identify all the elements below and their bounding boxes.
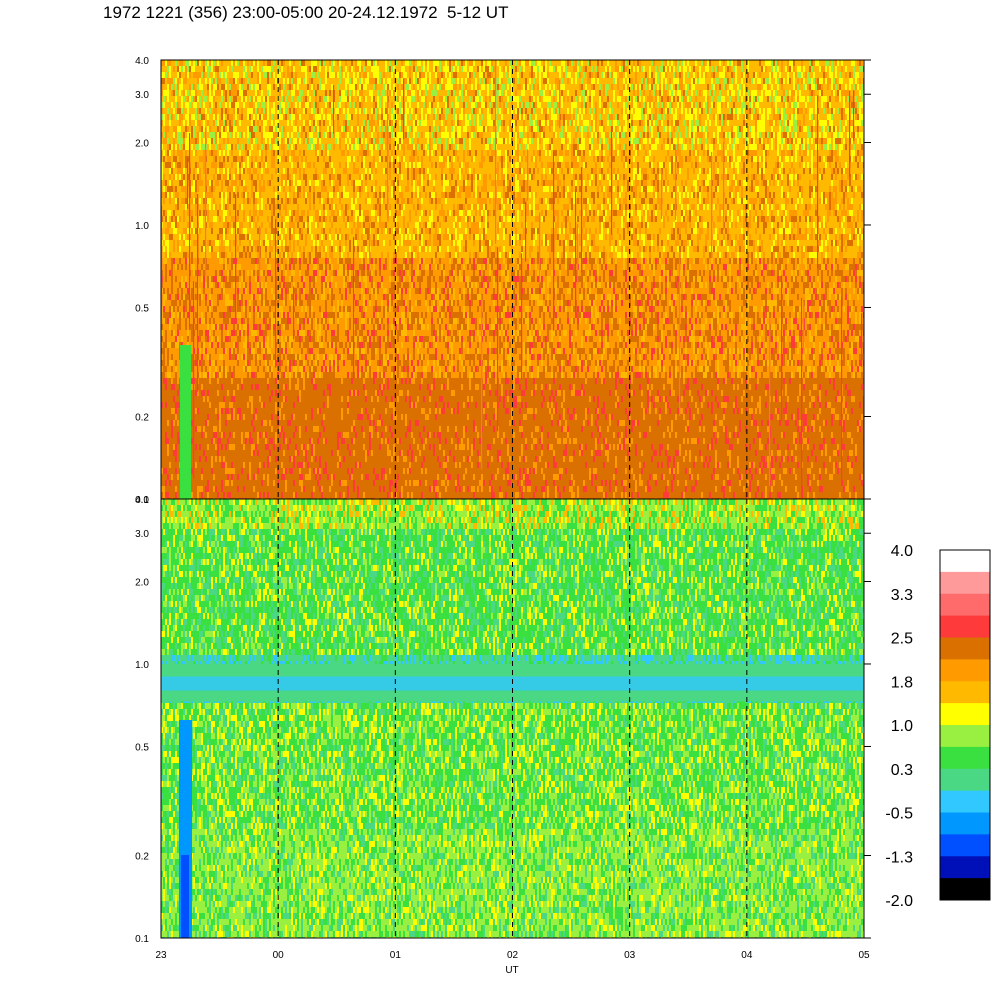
y-tick-label: 0.5 (135, 303, 149, 314)
y-tick-label: 4.0 (135, 56, 149, 67)
x-tick-label: 00 (273, 950, 285, 961)
axis-tick-labels: 0.10.20.51.02.03.04.00.10.20.51.02.03.04… (135, 56, 870, 976)
y-tick-label: 2.0 (135, 577, 149, 588)
y-tick-label: 0.1 (135, 934, 149, 945)
colorbar-label: 2.5 (891, 631, 913, 648)
colorbar-swatch (940, 550, 990, 573)
colorbar-label: 1.0 (891, 718, 913, 735)
panel-frames (160, 59, 865, 939)
y-tick-label: 0.2 (135, 413, 149, 424)
colorbar-swatch (940, 856, 990, 879)
colorbar-swatch (940, 768, 990, 792)
y-tick-label: 2.0 (135, 138, 149, 149)
colorbar-swatch (940, 593, 990, 617)
x-tick-label: 01 (390, 950, 402, 961)
y-tick-label: 0.5 (135, 742, 149, 753)
colorbar-swatch (940, 615, 990, 638)
x-tick-label: 03 (624, 950, 636, 961)
colorbar-label: 0.3 (891, 762, 913, 779)
colorbar-label: -1.3 (885, 849, 913, 866)
x-tick-label: 23 (155, 950, 167, 961)
colorbar-label: 3.3 (891, 587, 913, 604)
colorbar-swatch (940, 659, 990, 682)
colorbar-swatch (940, 703, 990, 726)
axis-ticks (864, 59, 871, 939)
x-tick-label: 02 (507, 950, 519, 961)
y-tick-label: 0.1 (135, 495, 149, 506)
chart-title: 1972 1221 (356) 23:00-05:00 20-24.12.197… (103, 3, 508, 23)
x-tick-label: 05 (858, 950, 870, 961)
y-tick-label: 3.0 (135, 90, 149, 101)
y-tick-label: 0.2 (135, 852, 149, 863)
colorbar-label: 1.8 (891, 674, 913, 691)
y-tick-label: 3.0 (135, 529, 149, 540)
colorbar-swatch (940, 571, 990, 595)
colorbar-swatch (940, 834, 990, 857)
x-tick-label: 04 (741, 950, 753, 961)
colorbar-label: 4.0 (891, 543, 913, 560)
colorbar-label: -0.5 (885, 806, 913, 823)
colorbar: 4.0 3.3 2.5 1.8 1.0 0.3 -0.5 -1.3 -2.0 (885, 543, 991, 910)
x-axis-label: UT (505, 965, 518, 976)
colorbar-swatch (940, 681, 990, 704)
y-tick-label: 4.0 (135, 495, 149, 506)
colorbar-swatch (940, 637, 990, 660)
y-tick-label: 1.0 (135, 221, 149, 232)
colorbar-swatch (940, 878, 990, 901)
colorbar-swatch (940, 725, 990, 748)
colorbar-label: -2.0 (885, 893, 913, 910)
colorbar-swatch (940, 812, 990, 835)
dashed-hour-lines (277, 60, 748, 938)
colorbar-swatch (940, 746, 990, 770)
colorbar-swatch (940, 790, 990, 813)
y-tick-label: 1.0 (135, 660, 149, 671)
